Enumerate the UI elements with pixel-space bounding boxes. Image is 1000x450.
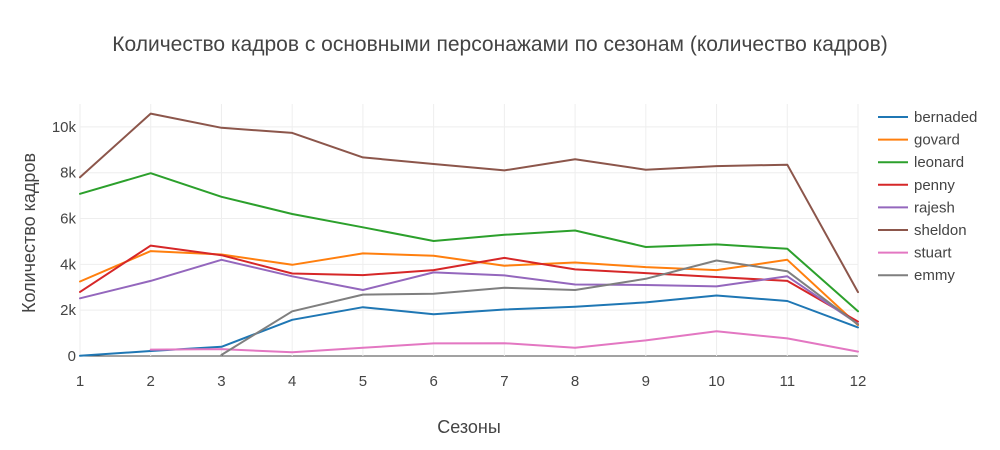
x-tick-label: 4 [288,373,296,390]
series-line-leonard[interactable] [79,172,859,313]
legend[interactable]: bernaded govard leonard penny rajesh sheldon s… [878,109,977,284]
legend-item-emmy[interactable]: emmy [878,267,955,284]
y-tick-label: 0 [68,348,76,365]
y-tick-label: 6k [60,211,76,228]
series-line-rajesh[interactable] [79,258,859,325]
y-axis-ticks: 0 2k 4k 6k 8k 10k [52,119,77,365]
x-tick-label: 8 [571,373,579,390]
x-axis-title: Сезоны [437,417,501,437]
series-line-govard[interactable] [79,250,859,327]
legend-item-sheldon[interactable]: sheldon [878,222,967,239]
x-axis-ticks: 1 2 3 4 5 6 7 8 9 10 11 12 [76,373,867,390]
y-tick-label: 10k [52,119,77,136]
legend-item-stuart[interactable]: stuart [878,245,952,262]
chart-title: Количество кадров с основными персонажам… [112,33,887,56]
series-layer [79,112,859,357]
legend-item-govard[interactable]: govard [878,132,960,149]
legend-item-bernaded[interactable]: bernaded [878,109,977,126]
legend-label: sheldon [914,222,967,239]
legend-label: bernaded [914,109,977,126]
x-tick-label: 1 [76,373,84,390]
legend-label: leonard [914,154,964,171]
legend-label: penny [914,177,955,194]
series-line-penny[interactable] [79,244,859,323]
series-line-stuart[interactable] [149,330,859,354]
y-tick-label: 8k [60,165,76,182]
legend-label: govard [914,132,960,149]
x-tick-label: 3 [217,373,225,390]
x-tick-label: 5 [359,373,367,390]
series-line-bernaded[interactable] [79,294,859,357]
series-line-emmy[interactable] [220,259,859,356]
x-tick-label: 12 [850,373,867,390]
legend-item-penny[interactable]: penny [878,177,955,194]
legend-item-rajesh[interactable]: rajesh [878,199,955,216]
grid-layer [79,104,859,357]
y-tick-label: 4k [60,256,76,273]
legend-label: rajesh [914,199,955,216]
x-tick-label: 11 [779,373,795,390]
x-tick-label: 7 [500,373,508,390]
series-line-sheldon[interactable] [79,112,859,294]
y-axis-title: Количество кадров [19,153,39,313]
x-tick-label: 9 [642,373,650,390]
legend-label: emmy [914,267,955,284]
legend-label: stuart [914,245,952,262]
x-tick-label: 10 [708,373,725,390]
y-tick-label: 2k [60,302,76,319]
x-tick-label: 2 [147,373,155,390]
x-tick-label: 6 [429,373,437,390]
legend-item-leonard[interactable]: leonard [878,154,964,171]
